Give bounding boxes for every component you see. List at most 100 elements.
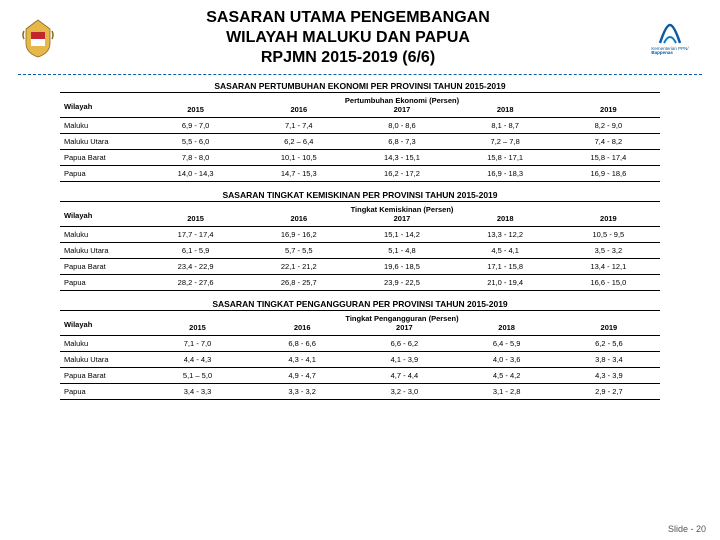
table-row: Papua28,2 - 27,626,8 - 25,723,9 - 22,521… [60, 275, 660, 291]
cell-value: 19,6 - 18,5 [350, 259, 453, 275]
title-line-1: SASARAN UTAMA PENGEMBANGAN [56, 8, 640, 28]
cell-wilayah: Papua [60, 275, 144, 291]
cell-value: 8,0 - 8,6 [350, 118, 453, 134]
cell-value: 4,5 - 4,2 [456, 368, 558, 384]
col-header-year: 2017 [350, 105, 453, 118]
cell-value: 16,6 - 15,0 [557, 275, 660, 291]
cell-value: 6,4 - 5,9 [456, 336, 558, 352]
cell-value: 4,3 - 3,9 [558, 368, 660, 384]
cell-value: 8,1 - 8,7 [454, 118, 557, 134]
col-header-year: 2017 [350, 214, 453, 227]
cell-value: 22,1 - 21,2 [247, 259, 350, 275]
cell-value: 16,2 - 17,2 [350, 166, 453, 182]
cell-wilayah: Maluku Utara [60, 134, 144, 150]
col-header-year: 2016 [247, 214, 350, 227]
data-table: WilayahTingkat Kemiskinan (Persen)201520… [60, 201, 660, 291]
cell-value: 3,5 - 3,2 [557, 243, 660, 259]
data-table: WilayahPertumbuhan Ekonomi (Persen)20152… [60, 92, 660, 182]
table-row: Papua Barat7,8 - 8,010,1 - 10,514,3 - 15… [60, 150, 660, 166]
col-header-year: 2018 [456, 323, 558, 336]
cell-value: 15,1 - 14,2 [350, 227, 453, 243]
cell-value: 10,1 - 10,5 [247, 150, 350, 166]
cell-value: 4,7 - 4,4 [353, 368, 455, 384]
cell-value: 3,3 - 3,2 [251, 384, 353, 400]
cell-value: 15,8 - 17,4 [557, 150, 660, 166]
cell-value: 2,9 - 2,7 [558, 384, 660, 400]
table-row: Papua14,0 - 14,314,7 - 15,316,2 - 17,216… [60, 166, 660, 182]
cell-value: 10,5 - 9,5 [557, 227, 660, 243]
cell-value: 15,8 - 17,1 [454, 150, 557, 166]
col-header-year: 2018 [454, 214, 557, 227]
cell-value: 3,8 - 3,4 [558, 352, 660, 368]
cell-value: 26,8 - 25,7 [247, 275, 350, 291]
col-header-year: 2015 [144, 105, 247, 118]
cell-value: 16,9 - 18,3 [454, 166, 557, 182]
cell-value: 5,1 - 4,8 [350, 243, 453, 259]
col-header-year: 2016 [247, 105, 350, 118]
table-row: Papua Barat5,1 – 5,04,9 - 4,74,7 - 4,44,… [60, 368, 660, 384]
cell-value: 14,0 - 14,3 [144, 166, 247, 182]
cell-wilayah: Maluku [60, 336, 144, 352]
cell-value: 4,3 - 4,1 [251, 352, 353, 368]
table-row: Papua3,4 - 3,33,3 - 3,23,2 - 3,03,1 - 2,… [60, 384, 660, 400]
header-divider [18, 74, 702, 75]
cell-value: 4,5 - 4,1 [454, 243, 557, 259]
cell-value: 8,2 - 9,0 [557, 118, 660, 134]
cell-value: 13,3 - 12,2 [454, 227, 557, 243]
cell-value: 4,4 - 4,3 [144, 352, 251, 368]
cell-value: 6,8 - 7,3 [350, 134, 453, 150]
logo-right-label-2: Bappenas [651, 51, 688, 56]
cell-value: 5,7 - 5,5 [247, 243, 350, 259]
cell-wilayah: Maluku [60, 227, 144, 243]
table-row: Maluku Utara5,5 - 6,06,2 – 6,46,8 - 7,37… [60, 134, 660, 150]
cell-value: 6,9 - 7,0 [144, 118, 247, 134]
table-row: Maluku17,7 - 17,416,9 - 16,215,1 - 14,21… [60, 227, 660, 243]
cell-value: 7,2 – 7,8 [454, 134, 557, 150]
cell-value: 3,2 - 3,0 [353, 384, 455, 400]
cell-value: 3,1 - 2,8 [456, 384, 558, 400]
page-title: SASARAN UTAMA PENGEMBANGAN WILAYAH MALUK… [56, 8, 640, 68]
cell-value: 17,7 - 17,4 [144, 227, 247, 243]
table-row: Maluku Utara6,1 - 5,95,7 - 5,55,1 - 4,84… [60, 243, 660, 259]
cell-value: 6,1 - 5,9 [144, 243, 247, 259]
cell-wilayah: Maluku Utara [60, 352, 144, 368]
cell-value: 7,1 - 7,0 [144, 336, 251, 352]
cell-wilayah: Maluku [60, 118, 144, 134]
table-row: Maluku Utara4,4 - 4,34,3 - 4,14,1 - 3,94… [60, 352, 660, 368]
cell-wilayah: Papua Barat [60, 150, 144, 166]
table-row: Papua Barat23,4 - 22,922,1 - 21,219,6 - … [60, 259, 660, 275]
col-header-year: 2018 [454, 105, 557, 118]
data-table: WilayahTingkat Pengangguran (Persen)2015… [60, 310, 660, 400]
cell-wilayah: Papua [60, 384, 144, 400]
col-header-wilayah: Wilayah [60, 311, 144, 336]
cell-value: 4,1 - 3,9 [353, 352, 455, 368]
cell-value: 4,0 - 3,6 [456, 352, 558, 368]
header: SASARAN UTAMA PENGEMBANGAN WILAYAH MALUK… [0, 0, 720, 72]
col-header-year: 2019 [557, 214, 660, 227]
cell-value: 6,8 - 6,6 [251, 336, 353, 352]
table-row: Maluku6,9 - 7,07,1 - 7,48,0 - 8,68,1 - 8… [60, 118, 660, 134]
cell-wilayah: Papua Barat [60, 259, 144, 275]
cell-wilayah: Papua Barat [60, 368, 144, 384]
slide-number: Slide - 20 [668, 524, 706, 534]
cell-value: 28,2 - 27,6 [144, 275, 247, 291]
cell-value: 14,3 - 15,1 [350, 150, 453, 166]
col-header-year: 2019 [557, 105, 660, 118]
col-header-wilayah: Wilayah [60, 202, 144, 227]
col-header-year: 2016 [251, 323, 353, 336]
cell-value: 23,9 - 22,5 [350, 275, 453, 291]
table-title: SASARAN TINGKAT KEMISKINAN PER PROVINSI … [60, 190, 660, 200]
col-header-metric: Pertumbuhan Ekonomi (Persen) [144, 93, 660, 106]
table-row: Maluku7,1 - 7,06,8 - 6,66,6 - 6,26,4 - 5… [60, 336, 660, 352]
cell-value: 13,4 - 12,1 [557, 259, 660, 275]
col-header-wilayah: Wilayah [60, 93, 144, 118]
cell-value: 23,4 - 22,9 [144, 259, 247, 275]
cell-value: 5,5 - 6,0 [144, 134, 247, 150]
bappenas-logo-icon: Kementerian PPN/ Bappenas [640, 18, 700, 58]
cell-value: 7,1 - 7,4 [247, 118, 350, 134]
col-header-metric: Tingkat Pengangguran (Persen) [144, 311, 660, 324]
title-line-3: RPJMN 2015-2019 (6/6) [56, 48, 640, 68]
cell-value: 6,2 – 6,4 [247, 134, 350, 150]
table-title: SASARAN TINGKAT PENGANGGURAN PER PROVINS… [60, 299, 660, 309]
col-header-year: 2015 [144, 214, 247, 227]
